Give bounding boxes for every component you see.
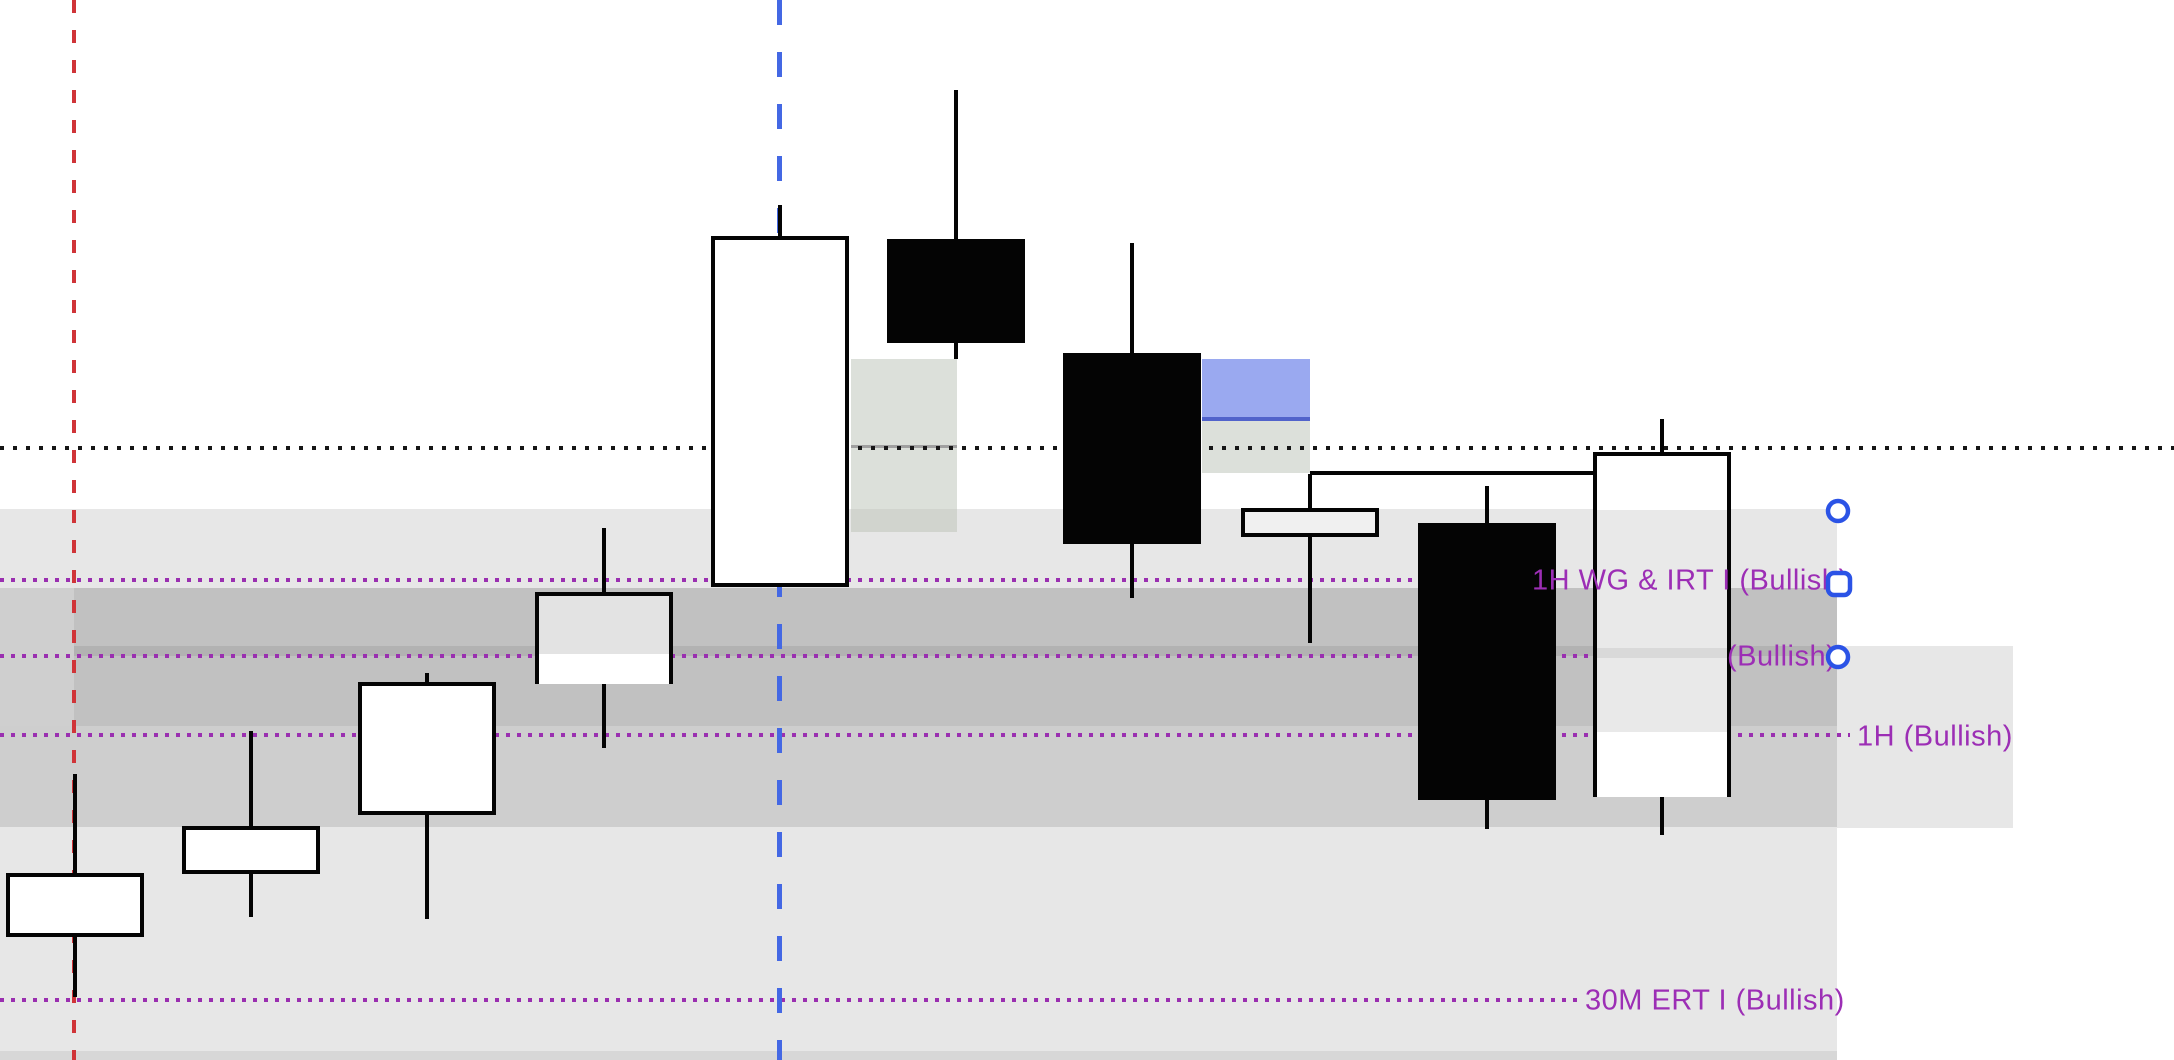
imbalance-box-green-1-bottom (851, 509, 957, 532)
overlap-band-lower (74, 656, 1837, 726)
candle-1-body (6, 873, 144, 937)
candle-8-lower-wick (1308, 537, 1312, 643)
candle-1-upper-wick (73, 774, 77, 873)
candle-3-lower-wick (425, 815, 429, 919)
candle-2-lower-wick (249, 874, 253, 917)
drawing-handle-square-middle-icon[interactable] (1824, 569, 1854, 604)
candle-10-upper-wick (1660, 419, 1664, 452)
level-line-bullish-mid (0, 654, 1724, 658)
candle-10-lower-wick (1660, 797, 1664, 835)
structure-line (1310, 471, 1594, 475)
imbalance-box-blue (1202, 359, 1310, 417)
candle-5-upper-wick (778, 205, 782, 236)
drawing-handle-circle-bottom-icon[interactable] (1823, 642, 1853, 677)
candle-1-lower-wick (73, 937, 77, 997)
level-line-30m-ert (0, 998, 1578, 1002)
candle-7-upper-wick (1130, 243, 1134, 353)
candle-10-body (1593, 452, 1731, 797)
candle-8-body (1241, 508, 1379, 537)
candle-10-fill-segment-3 (1597, 658, 1727, 732)
candle-6-body (887, 239, 1025, 343)
candle-9-body (1418, 523, 1556, 800)
candle-3-body (358, 682, 496, 815)
candle-9-lower-wick (1485, 800, 1489, 829)
candle-7-lower-wick (1130, 544, 1134, 598)
candle-3-upper-wick (425, 673, 429, 682)
level-label-30m-ert: 30M ERT I (Bullish) (1585, 984, 1845, 1017)
bottom-strip (0, 1051, 1837, 1060)
candle-10-fill-segment-1 (1597, 510, 1727, 648)
candle-4-lower-wick (602, 684, 606, 748)
candle-7-body (1063, 353, 1201, 544)
level-line-1h (0, 733, 1850, 737)
candle-10-fill-segment-0 (1597, 456, 1727, 514)
candle-9-upper-wick (1485, 486, 1489, 523)
candle-2-upper-wick (249, 731, 253, 826)
right-side-zone (1837, 646, 2013, 828)
level-label-1h: 1H (Bullish) (1857, 720, 2013, 753)
imbalance-box-blue-border (1202, 417, 1310, 421)
soft-band (0, 726, 1837, 827)
candle-8-upper-wick (1308, 474, 1312, 508)
candle-4-body (535, 592, 673, 684)
candle-5-body (711, 236, 849, 587)
candle-6-lower-wick (954, 343, 958, 359)
vertical-dashed-red-line[interactable] (72, 0, 76, 1060)
candle-10-fill-segment-2 (1597, 648, 1727, 658)
level-label-bullish-mid: (Bullish) (1727, 640, 1837, 673)
candle-10-fill-segment-4 (1597, 732, 1727, 797)
candle-6-upper-wick (954, 90, 958, 239)
level-label-1h-wg-irt: 1H WG & IRT I (Bullish) (1532, 564, 1849, 597)
candle-4-fill-segment-0 (539, 596, 669, 658)
overlap-band-dark-strip (74, 646, 1837, 656)
drawing-handle-circle-top-icon[interactable] (1823, 496, 1853, 531)
candle-2-body (182, 826, 320, 874)
candle-4-upper-wick (602, 528, 606, 592)
candle-4-fill-segment-1 (539, 654, 669, 684)
